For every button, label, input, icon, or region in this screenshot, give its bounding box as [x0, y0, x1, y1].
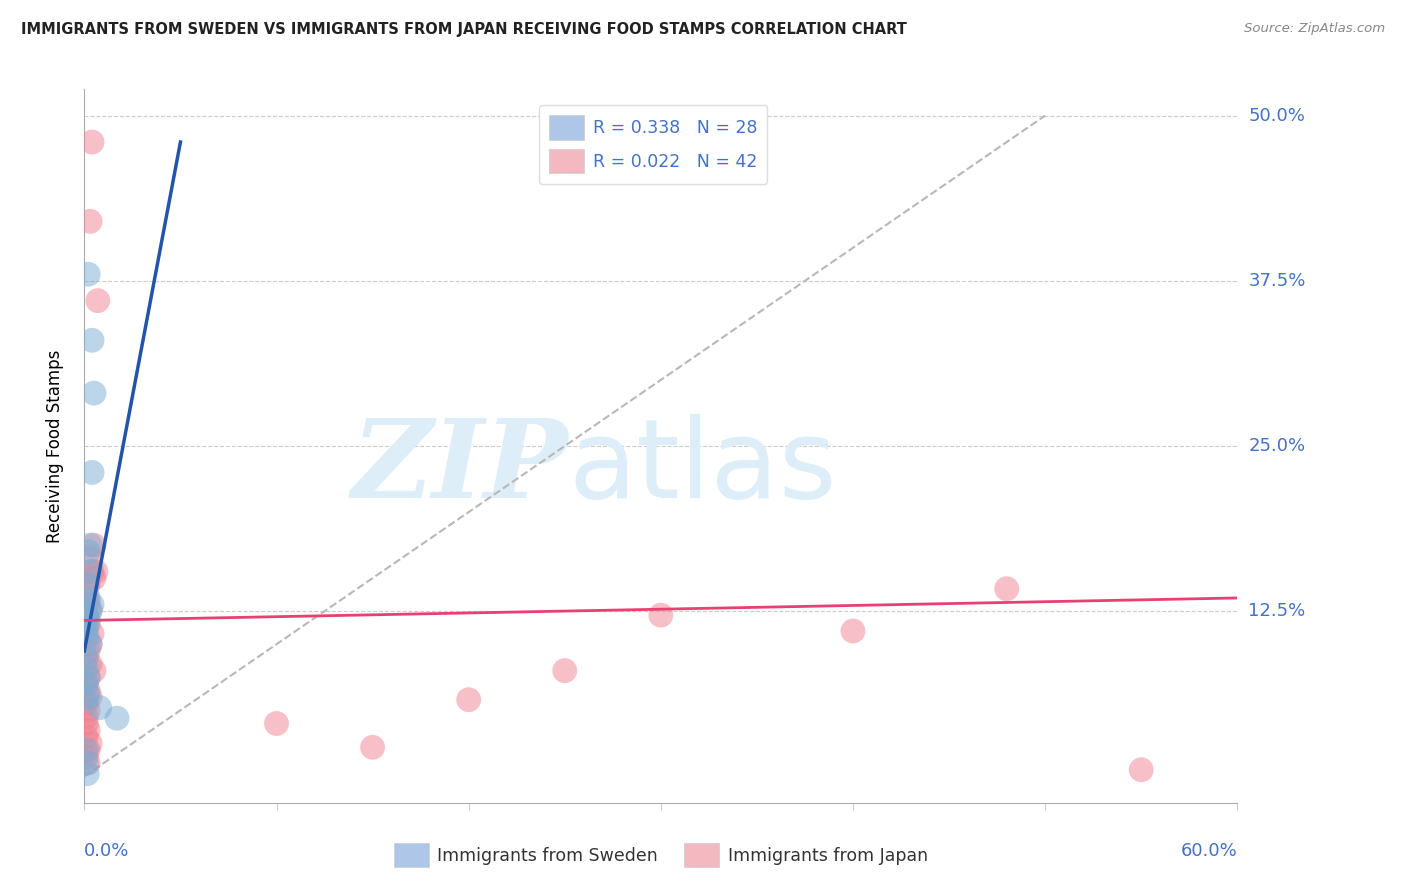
Point: [457, 692, 479, 706]
Point: [76, 631, 98, 645]
Point: [77, 743, 100, 757]
Text: Source: ZipAtlas.com: Source: ZipAtlas.com: [1244, 22, 1385, 36]
Point: [79, 214, 101, 228]
Point: [75, 716, 97, 731]
Point: [77, 591, 100, 605]
Point: [77, 595, 100, 609]
Text: 0.0%: 0.0%: [84, 842, 129, 860]
Point: [75, 661, 97, 675]
Point: [1130, 763, 1153, 777]
Point: [79, 551, 101, 566]
Point: [77, 670, 100, 684]
Point: [77, 756, 100, 771]
Point: [75, 730, 97, 744]
Point: [105, 711, 128, 725]
Point: [75, 743, 97, 757]
Point: [75, 608, 97, 623]
Text: 60.0%: 60.0%: [1181, 842, 1237, 860]
Legend: Immigrants from Sweden, Immigrants from Japan: Immigrants from Sweden, Immigrants from …: [387, 836, 935, 874]
Point: [79, 565, 101, 579]
Point: [75, 611, 97, 625]
Text: 12.5%: 12.5%: [1249, 602, 1306, 620]
Point: [77, 688, 100, 702]
Point: [75, 650, 97, 665]
Point: [77, 578, 100, 592]
Point: [266, 716, 288, 731]
Point: [75, 677, 97, 691]
Point: [83, 664, 105, 678]
Point: [75, 697, 97, 711]
Point: [80, 333, 103, 347]
Point: [76, 578, 98, 592]
Point: [842, 624, 865, 638]
Point: [89, 700, 111, 714]
Point: [79, 604, 101, 618]
Point: [80, 598, 103, 612]
Point: [77, 545, 100, 559]
Point: [77, 644, 100, 658]
Point: [77, 670, 100, 684]
Point: [77, 683, 100, 698]
Point: [75, 650, 97, 665]
Text: 25.0%: 25.0%: [1249, 437, 1306, 455]
Text: 50.0%: 50.0%: [1249, 107, 1305, 125]
Point: [80, 135, 103, 149]
Point: [79, 538, 101, 552]
Text: ZIP: ZIP: [352, 414, 568, 521]
Point: [75, 710, 97, 724]
Point: [995, 582, 1018, 596]
Point: [80, 626, 103, 640]
Point: [75, 692, 97, 706]
Text: 37.5%: 37.5%: [1249, 272, 1306, 290]
Point: [79, 603, 101, 617]
Point: [75, 587, 97, 601]
Text: atlas: atlas: [568, 414, 837, 521]
Point: [75, 617, 97, 632]
Point: [554, 664, 576, 678]
Point: [79, 637, 101, 651]
Point: [83, 386, 105, 401]
Legend: R = 0.338   N = 28, R = 0.022   N = 42: R = 0.338 N = 28, R = 0.022 N = 42: [538, 105, 768, 184]
Point: [80, 565, 103, 579]
Point: [75, 756, 97, 771]
Point: [77, 703, 100, 717]
Point: [80, 466, 103, 480]
Point: [650, 608, 672, 623]
Point: [83, 538, 105, 552]
Point: [77, 617, 100, 632]
Point: [79, 736, 101, 750]
Point: [77, 614, 100, 628]
Point: [77, 723, 100, 738]
Point: [84, 565, 107, 579]
Point: [77, 267, 100, 281]
Point: [79, 637, 101, 651]
Point: [361, 740, 384, 755]
Point: [87, 293, 110, 308]
Point: [79, 690, 101, 704]
Point: [75, 677, 97, 691]
Point: [79, 657, 101, 671]
Y-axis label: Receiving Food Stamps: Receiving Food Stamps: [45, 350, 63, 542]
Point: [83, 571, 105, 585]
Text: IMMIGRANTS FROM SWEDEN VS IMMIGRANTS FROM JAPAN RECEIVING FOOD STAMPS CORRELATIO: IMMIGRANTS FROM SWEDEN VS IMMIGRANTS FRO…: [21, 22, 907, 37]
Point: [75, 624, 97, 638]
Point: [75, 749, 97, 764]
Point: [76, 766, 98, 780]
